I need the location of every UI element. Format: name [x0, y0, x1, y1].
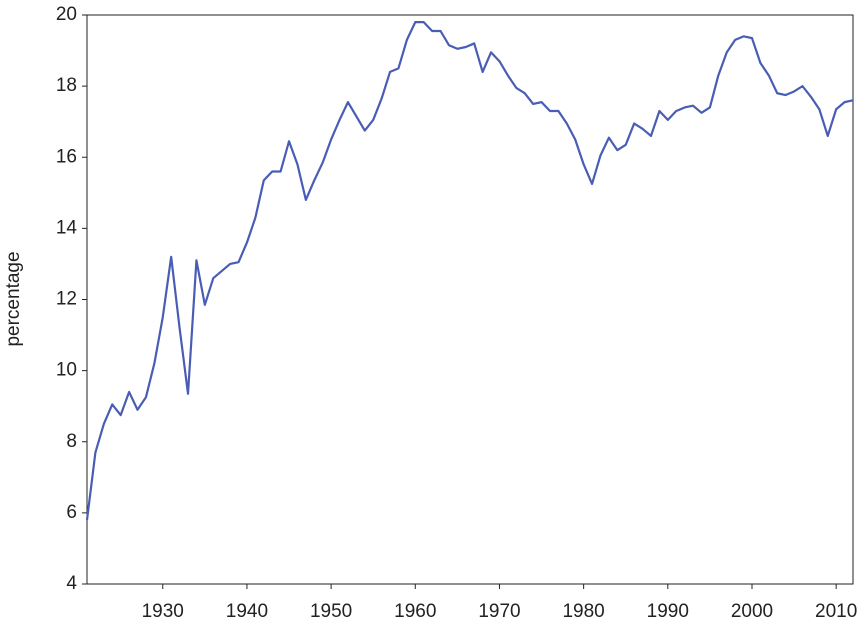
x-tick-label: 1980: [562, 601, 604, 622]
plot-frame: [86, 14, 854, 585]
y-tick-label: 8: [66, 431, 77, 452]
y-tick-label: 12: [56, 289, 77, 310]
y-tick-label: 20: [56, 4, 77, 25]
x-tick-label: 1960: [394, 601, 436, 622]
y-tick-label: 10: [56, 360, 77, 381]
y-tick-label: 14: [56, 217, 78, 238]
data-line: [85, 21, 854, 521]
y-tick-label: 4: [66, 573, 77, 594]
y-tick-label: 6: [66, 502, 77, 523]
x-tick-label: 1940: [226, 601, 268, 622]
x-tick-label: 1950: [310, 601, 352, 622]
x-tick-label: 2000: [731, 601, 773, 622]
y-tick-label: 16: [56, 146, 77, 167]
x-tick-label: 1930: [142, 601, 184, 622]
x-tick-label: 1970: [478, 601, 520, 622]
x-tick-label: 2010: [815, 601, 857, 622]
y-axis-label: percentage: [3, 251, 24, 346]
y-tick-label: 18: [56, 75, 77, 96]
x-tick-label: 1990: [647, 601, 689, 622]
